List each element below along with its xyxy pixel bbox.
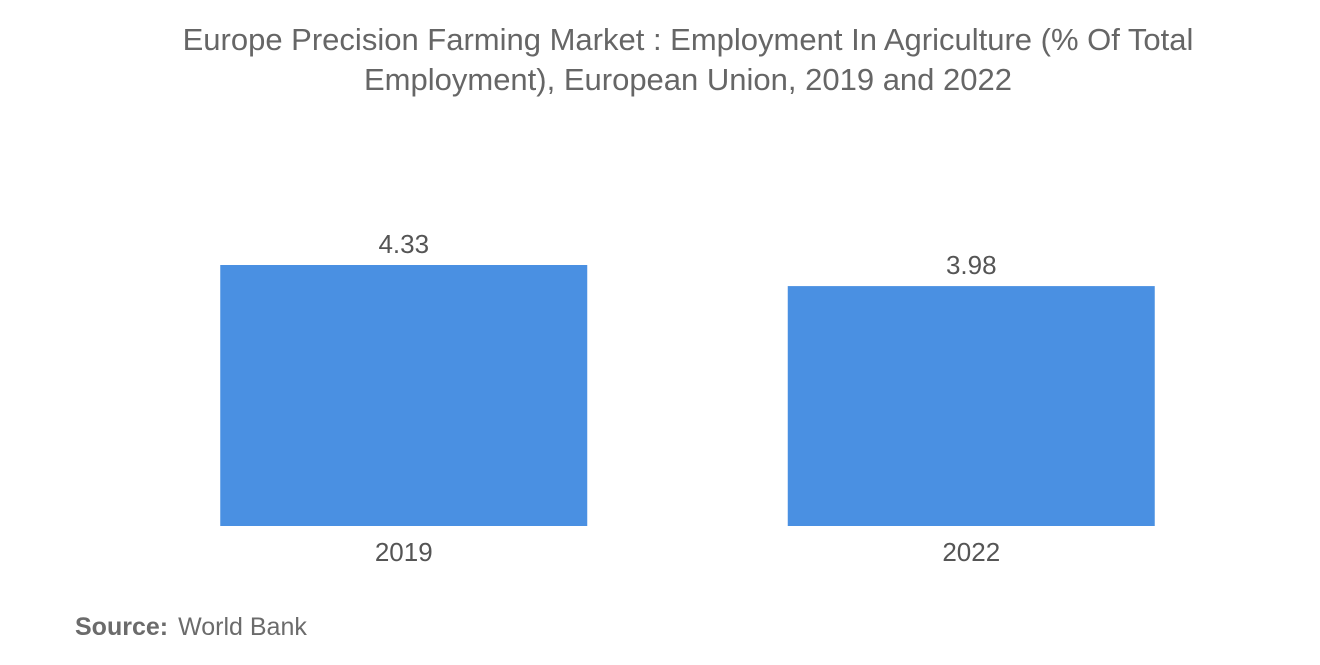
- bars-layer: [220, 265, 1155, 526]
- chart-title: Europe Precision Farming Market : Employ…: [182, 22, 1194, 97]
- source-note: Source: World Bank: [75, 611, 307, 643]
- x-tick-label-2019: 2019: [375, 537, 433, 567]
- x-tick-label-2022: 2022: [942, 537, 1000, 567]
- source-value: World Bank: [178, 613, 307, 641]
- data-label-2022: 3.98: [946, 250, 997, 280]
- source-label: Source:: [75, 613, 169, 641]
- bar-2022: [787, 286, 1155, 526]
- data-label-2019: 4.33: [378, 229, 429, 259]
- labels-layer: 4.33 2019 3.98 2022: [375, 229, 1000, 567]
- bar-2019: [220, 265, 588, 526]
